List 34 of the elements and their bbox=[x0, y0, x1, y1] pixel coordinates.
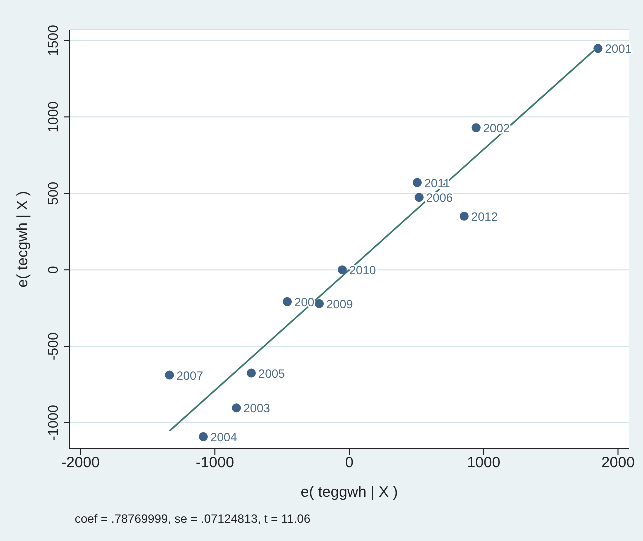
point bbox=[338, 266, 348, 275]
annotation: 2005 bbox=[258, 366, 286, 381]
point bbox=[414, 193, 424, 202]
x-tick-label: -1000 bbox=[196, 454, 234, 472]
annotation: 2009 bbox=[326, 297, 354, 312]
point bbox=[472, 124, 481, 133]
x-axis-title: e( teggwh | X ) bbox=[300, 484, 398, 501]
point bbox=[199, 432, 208, 442]
point bbox=[315, 299, 324, 308]
point bbox=[247, 368, 256, 378]
text: coef = .78769999, se = .07124813, t = 11.06 bbox=[75, 512, 311, 526]
annotation: 2010 bbox=[350, 264, 377, 278]
y-axis-title: e( tecgwh | X ) bbox=[14, 191, 32, 288]
annotation: 2007 bbox=[176, 368, 204, 383]
point bbox=[165, 370, 174, 380]
x-tick-label: 0 bbox=[345, 454, 354, 472]
x-tick-label: 1000 bbox=[467, 454, 501, 472]
annotation: 2001 bbox=[605, 42, 632, 56]
x-tick-label: 2000 bbox=[602, 454, 635, 472]
annotation: 2012 bbox=[471, 210, 498, 224]
annotation: 2003 bbox=[244, 402, 271, 416]
y-tick-label: 500 bbox=[45, 182, 61, 206]
point bbox=[232, 404, 242, 413]
y-tick-label: 1000 bbox=[45, 101, 61, 133]
x-tick-label: -2000 bbox=[62, 454, 100, 472]
point bbox=[460, 212, 469, 221]
annotation: 2004 bbox=[210, 430, 238, 444]
y-tick-label: 1500 bbox=[45, 24, 61, 56]
point bbox=[412, 178, 422, 188]
y-tick-label: -500 bbox=[45, 332, 61, 361]
y-tick-label: -1000 bbox=[45, 404, 61, 441]
y-tick-label: 0 bbox=[45, 266, 61, 274]
point bbox=[283, 297, 292, 306]
annotation: 200 bbox=[294, 295, 315, 310]
